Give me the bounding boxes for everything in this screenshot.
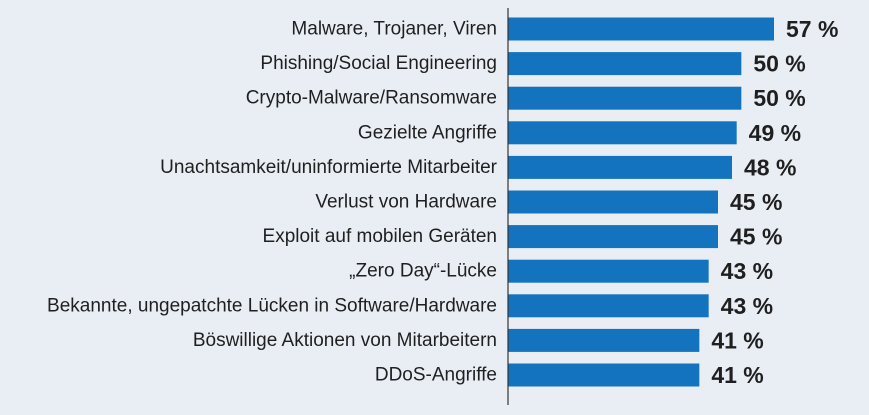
bar <box>508 121 737 145</box>
category-label: Malware, Trojaner, Viren <box>291 19 497 40</box>
value-label: 50 % <box>753 85 805 111</box>
category-label: Exploit auf mobilen Geräten <box>263 226 497 247</box>
category-label: Gezielte Angriffe <box>358 122 497 143</box>
category-label: Böswillige Aktionen von Mitarbeitern <box>193 330 497 351</box>
value-label: 57 % <box>786 16 838 42</box>
bar <box>508 155 732 179</box>
category-label: Crypto-Malware/Ransomware <box>246 88 497 109</box>
bar <box>508 294 709 318</box>
bar <box>508 225 718 249</box>
bar <box>508 328 700 352</box>
value-label: 48 % <box>744 154 796 180</box>
category-label: Phishing/Social Engineering <box>260 53 497 74</box>
bar <box>508 363 700 387</box>
bar <box>508 52 742 76</box>
value-label: 43 % <box>721 258 773 284</box>
value-label: 43 % <box>721 293 773 319</box>
bar <box>508 259 709 283</box>
category-label: „Zero Day“-Lücke <box>349 261 497 282</box>
category-label: Verlust von Hardware <box>315 192 497 213</box>
value-label: 41 % <box>711 362 763 388</box>
value-label: 45 % <box>730 224 782 250</box>
category-label: Bekannte, ungepatchte Lücken in Software… <box>47 295 497 316</box>
category-label: DDoS-Angriffe <box>375 365 497 386</box>
bar <box>508 86 742 110</box>
bar <box>508 190 718 214</box>
value-label: 50 % <box>753 51 805 77</box>
value-label: 49 % <box>749 120 801 146</box>
value-label: 41 % <box>711 327 763 353</box>
category-label: Unachtsamkeit/uninformierte Mitarbeiter <box>160 157 498 178</box>
bar <box>508 17 774 41</box>
value-label: 45 % <box>730 189 782 215</box>
bars-group: Malware, Trojaner, Viren 57 % Phishing/Soc… <box>47 16 838 388</box>
